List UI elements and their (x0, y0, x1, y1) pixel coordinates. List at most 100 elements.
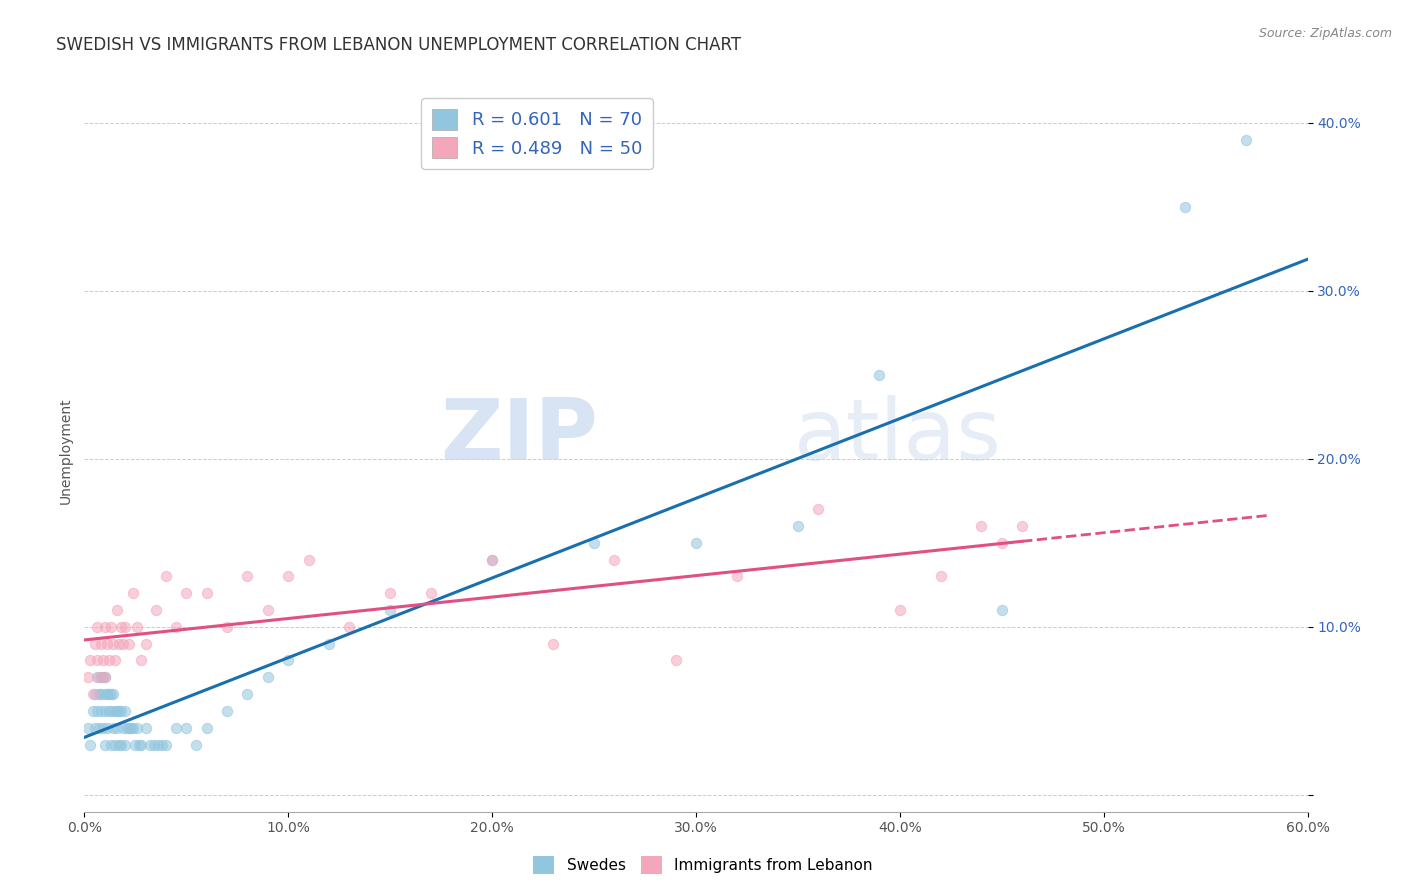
Point (127, 620, 149, 634)
Point (165, 721, 187, 735)
Point (96, 637, 118, 651)
Point (120, 721, 142, 735)
Point (150, 738, 173, 752)
Point (93, 738, 115, 752)
Point (318, 637, 340, 651)
Point (217, 620, 239, 634)
Point (101, 721, 124, 735)
Point (82, 704, 104, 718)
Point (86, 653, 108, 667)
Point (135, 721, 157, 735)
Point (145, 603, 167, 617)
Point (100, 704, 122, 718)
Point (110, 704, 132, 718)
Point (96, 721, 118, 735)
Point (146, 738, 169, 752)
Point (131, 738, 153, 752)
Point (970, 519, 993, 533)
Point (83, 637, 105, 651)
Point (236, 569, 259, 583)
Point (110, 620, 132, 634)
Point (77, 670, 100, 684)
Point (339, 620, 361, 634)
Text: Source: ZipAtlas.com: Source: ZipAtlas.com (1258, 27, 1392, 40)
Point (869, 368, 891, 382)
Point (807, 502, 830, 516)
Point (257, 603, 280, 617)
Text: SWEDISH VS IMMIGRANTS FROM LEBANON UNEMPLOYMENT CORRELATION CHART: SWEDISH VS IMMIGRANTS FROM LEBANON UNEMP… (56, 36, 741, 54)
Point (138, 738, 160, 752)
Point (725, 569, 748, 583)
Point (115, 721, 138, 735)
Point (108, 738, 131, 752)
Point (124, 738, 146, 752)
Point (114, 704, 136, 718)
Point (174, 721, 197, 735)
Point (1236, 133, 1258, 147)
Point (108, 637, 131, 651)
Point (112, 721, 135, 735)
Point (93, 670, 115, 684)
Point (91, 653, 114, 667)
Point (543, 637, 565, 651)
Point (108, 704, 131, 718)
Point (90, 687, 112, 701)
Point (105, 603, 128, 617)
Y-axis label: Unemployment: Unemployment (59, 397, 73, 504)
Point (603, 552, 626, 566)
Point (100, 620, 122, 634)
Point (83, 687, 105, 701)
Point (86, 620, 108, 634)
Point (277, 653, 299, 667)
Point (165, 620, 187, 634)
Point (889, 603, 911, 617)
Point (93, 670, 115, 684)
Point (114, 738, 136, 752)
Point (135, 637, 157, 651)
Point (104, 653, 127, 667)
Point (155, 738, 177, 752)
Point (155, 569, 177, 583)
Text: atlas: atlas (794, 394, 1002, 477)
Point (104, 738, 127, 752)
Point (87, 721, 110, 735)
Point (93, 704, 115, 718)
Point (86, 704, 108, 718)
Point (583, 536, 606, 550)
Point (86, 670, 108, 684)
Point (97, 687, 120, 701)
Point (991, 603, 1014, 617)
Point (685, 536, 707, 550)
Point (104, 704, 127, 718)
Point (91, 721, 114, 735)
Point (114, 620, 136, 634)
Point (122, 721, 145, 735)
Point (101, 637, 124, 651)
Point (991, 536, 1014, 550)
Point (83, 721, 105, 735)
Point (90, 637, 112, 651)
Point (112, 637, 135, 651)
Point (236, 687, 259, 701)
Point (100, 738, 122, 752)
Point (127, 721, 149, 735)
Point (91, 670, 114, 684)
Point (82, 687, 104, 701)
Point (298, 552, 321, 566)
Legend: R = 0.601   N = 70, R = 0.489   N = 50: R = 0.601 N = 70, R = 0.489 N = 50 (420, 98, 652, 169)
Point (195, 721, 218, 735)
Point (380, 586, 402, 600)
Point (97, 653, 120, 667)
Point (87, 687, 110, 701)
Point (93, 687, 115, 701)
Point (105, 704, 128, 718)
Point (105, 721, 128, 735)
Point (87, 670, 110, 684)
Point (118, 721, 141, 735)
Point (93, 620, 115, 634)
Point (380, 603, 402, 617)
Point (1174, 200, 1197, 214)
Point (277, 569, 299, 583)
Point (90, 704, 112, 718)
Point (186, 738, 208, 752)
